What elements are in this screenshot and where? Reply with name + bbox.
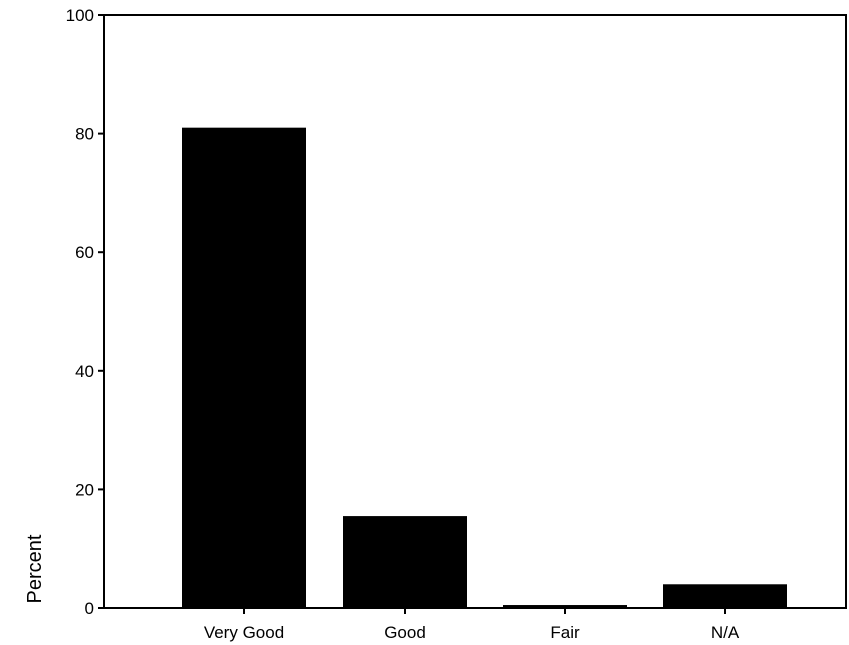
x-tick-label: Good <box>384 623 426 642</box>
x-axis: Very Good Good Fair N/A <box>204 608 740 642</box>
bar-n-a <box>663 584 787 608</box>
bar-fair <box>503 605 627 608</box>
bar-very-good <box>182 127 306 609</box>
x-tick-label: Very Good <box>204 623 284 642</box>
y-tick-label: 60 <box>75 243 94 262</box>
y-axis-title: Percent <box>24 534 46 603</box>
x-tick-label: Fair <box>550 623 580 642</box>
y-tick-label: 0 <box>85 599 94 618</box>
y-tick-label: 80 <box>75 125 94 144</box>
y-tick-label: 20 <box>75 480 94 499</box>
y-tick-label: 40 <box>75 362 94 381</box>
x-tick-label: N/A <box>711 623 740 642</box>
y-axis: 0 20 40 60 80 100 <box>66 6 104 618</box>
plot-frame <box>103 14 847 609</box>
bar-good <box>343 516 467 608</box>
y-tick-label: 100 <box>66 6 94 25</box>
bars <box>182 127 787 609</box>
